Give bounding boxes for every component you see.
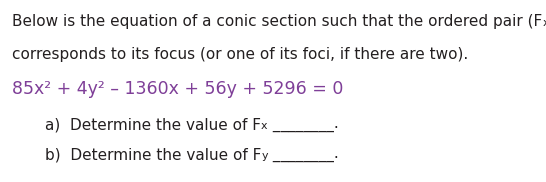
Text: x: x	[261, 121, 268, 131]
Text: ________.: ________.	[268, 118, 339, 133]
Text: ________.: ________.	[268, 148, 339, 163]
Text: a)  Determine the value of F: a) Determine the value of F	[45, 118, 261, 133]
Text: Below is the equation of a conic section such that the ordered pair (F: Below is the equation of a conic section…	[12, 14, 542, 29]
Text: corresponds to its focus (or one of its foci, if there are two).: corresponds to its focus (or one of its …	[12, 47, 468, 62]
Text: b)  Determine the value of F: b) Determine the value of F	[45, 148, 262, 163]
Text: y: y	[262, 151, 268, 161]
Text: x: x	[542, 18, 546, 28]
Text: 85x² + 4y² – 1360x + 56y + 5296 = 0: 85x² + 4y² – 1360x + 56y + 5296 = 0	[12, 80, 343, 98]
